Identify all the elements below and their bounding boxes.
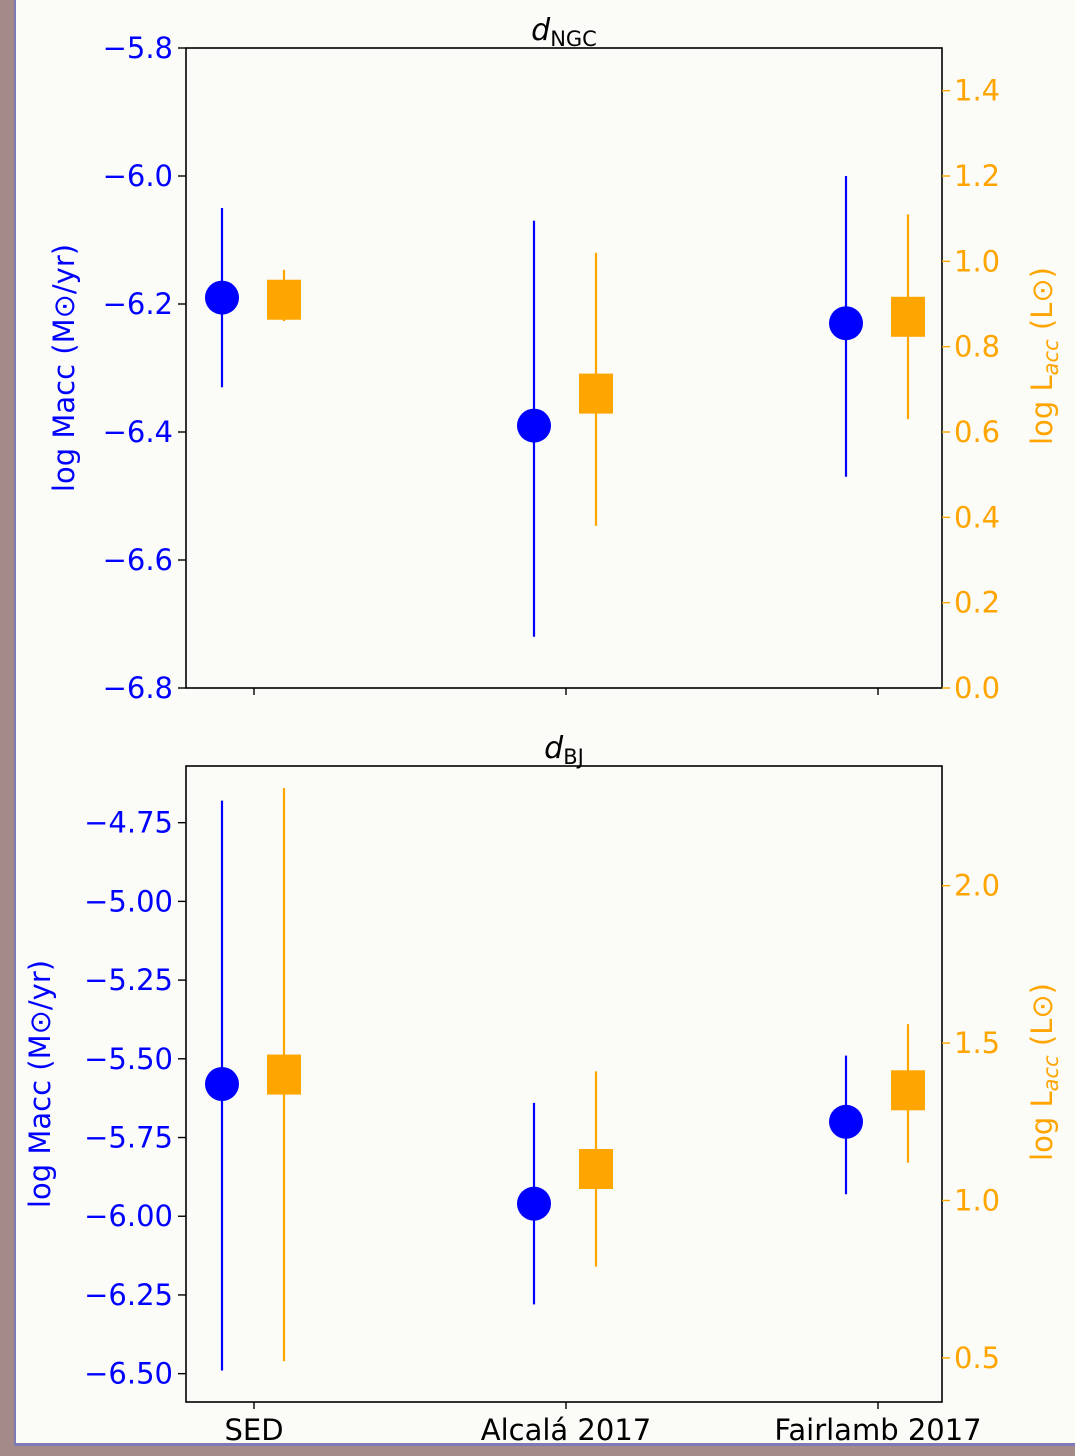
plot-area-1 [185, 47, 943, 689]
right-label-main: log L [1025, 1091, 1059, 1161]
data-point-circle [829, 306, 863, 341]
right-axis-label: log Lacc (L⊙) [1025, 983, 1063, 1161]
data-point-circle [829, 1104, 863, 1139]
left-tick-label: −6.50 [84, 1357, 173, 1391]
data-point-circle [517, 408, 551, 443]
panel-title-1: dNGC [531, 13, 597, 51]
title-sub: BJ [563, 745, 584, 769]
right-tick-label: 1.0 [954, 1183, 1000, 1217]
data-point-square [891, 1070, 925, 1111]
left-tick-label: −6.00 [84, 1199, 173, 1233]
left-axis-label: log Macc (M⊙/yr) [47, 244, 81, 492]
right-tick-label: 1.0 [954, 244, 1000, 278]
right-tick-label: 0.6 [954, 415, 1000, 449]
x-tick-label: Alcalá 2017 [481, 1413, 651, 1446]
data-point-circle [517, 1186, 551, 1221]
data-point-circle [205, 1067, 239, 1101]
left-tick-label: −5.75 [84, 1121, 173, 1155]
data-point-square [579, 1149, 613, 1190]
figure-frame: dNGC −6.8 −6.6 −6.4 −6.2 −6.0 −5.8 0.0 0.2 0.4 0.6… [14, 0, 1075, 1446]
right-tick-label: 0.0 [954, 671, 1000, 705]
left-tick-label: −6.6 [103, 543, 173, 577]
right-label-tail: (L⊙) [1025, 267, 1059, 339]
data-point-square [579, 373, 613, 414]
right-axis-label: log Lacc (L⊙) [1025, 267, 1063, 445]
data-point-square [267, 1054, 301, 1095]
left-tick-label: −6.8 [103, 671, 173, 705]
data-point-circle [205, 280, 239, 315]
right-tick-label: 1.4 [954, 74, 1000, 108]
right-tick-label: 0.2 [954, 586, 1000, 620]
title-main: d [544, 731, 564, 766]
left-tick-label: −6.25 [84, 1278, 173, 1312]
right-tick-label: 0.8 [954, 330, 1000, 364]
right-tick-label: 1.5 [954, 1026, 1000, 1060]
x-tick-label: Fairlamb 2017 [774, 1413, 981, 1446]
left-tick-label: −5.00 [84, 884, 173, 918]
right-tick-label: 0.5 [954, 1341, 1000, 1375]
data-point-square [267, 279, 301, 320]
left-tick-label: −4.75 [84, 806, 173, 840]
panel-title-2: dBJ [544, 731, 584, 769]
right-label-tail: (L⊙) [1025, 983, 1059, 1055]
right-tick-label: 1.2 [954, 159, 1000, 193]
left-tick-label: −6.0 [103, 159, 173, 193]
left-tick-label: −6.2 [103, 287, 173, 321]
right-label-sub: acc [1039, 339, 1063, 375]
title-main: d [531, 13, 551, 48]
right-tick-label: 0.4 [954, 500, 1000, 534]
right-label-sub: acc [1039, 1055, 1063, 1091]
chart-svg: dNGC−6.8−6.6−6.4−6.2−6.0−5.80.00.20.40.6… [23, 13, 1063, 1446]
left-tick-label: −5.8 [103, 31, 173, 65]
title-sub: NGC [550, 27, 597, 51]
right-tick-label: 2.0 [954, 869, 1000, 903]
left-tick-label: −5.25 [84, 963, 173, 997]
x-tick-label: SED [224, 1413, 283, 1446]
left-tick-label: −5.50 [84, 1042, 173, 1076]
left-axis-label: log Macc (M⊙/yr) [23, 960, 57, 1208]
left-tick-label: −6.4 [103, 415, 173, 449]
right-label-main: log L [1025, 375, 1059, 445]
data-point-square [891, 296, 925, 337]
plot-area-2 [185, 765, 943, 1403]
